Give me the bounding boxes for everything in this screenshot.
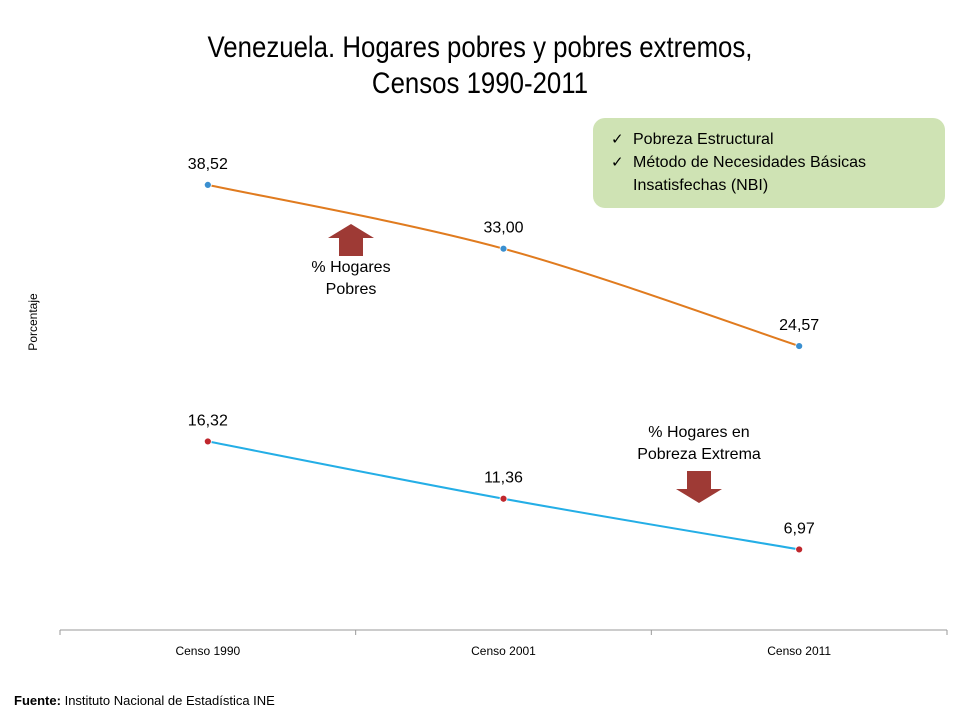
chart-title: Venezuela. Hogares pobres y pobres extre… — [67, 30, 893, 102]
note-box: Pobreza Estructural Método de Necesidade… — [593, 118, 945, 208]
x-tick-label: Censo 1990 — [175, 644, 240, 658]
series-layer: 38,52 33,00 24,57 16,32 11,36 6,97 — [188, 156, 819, 554]
annotation-label: % Hogares Pobres — [311, 259, 390, 298]
data-point — [499, 494, 508, 503]
chart-title-line-2: Censos 1990-2011 — [371, 67, 589, 100]
series-line-1 — [207, 183, 800, 348]
source-text: Instituto Nacional de Estadística INE — [64, 693, 275, 708]
data-point — [203, 180, 212, 189]
chart-title-line-1: Venezuela. Hogares pobres y pobres extre… — [207, 31, 753, 64]
x-tick-label: Censo 2011 — [767, 644, 831, 658]
x-tick-label: Censo 2001 — [471, 644, 536, 658]
data-label: 16,32 — [188, 412, 228, 429]
data-point — [203, 437, 212, 446]
annotation-layer: % Hogares Pobres % Hogares en Pobreza Extre… — [311, 224, 761, 503]
data-label: 33,00 — [483, 220, 523, 237]
source-footer: Fuente: Instituto Nacional de Estadístic… — [14, 693, 275, 708]
note-item-pobreza-estructural: Pobreza Estructural — [611, 128, 935, 151]
data-point — [795, 545, 804, 554]
note-item-metodo-nbi: Método de Necesidades Básicas Insatisfec… — [611, 151, 935, 197]
arrow-up-icon — [328, 224, 374, 256]
arrow-down-icon — [676, 471, 722, 503]
y-axis-label: Porcentaje — [26, 293, 40, 351]
data-point — [499, 244, 508, 253]
x-axis: Censo 1990 Censo 2001 Censo 2011 — [59, 629, 948, 658]
data-label: 38,52 — [188, 156, 228, 173]
data-label: 6,97 — [784, 520, 815, 537]
source-label: Fuente: — [14, 693, 61, 708]
data-label: 11,36 — [484, 470, 523, 487]
data-label: 24,57 — [779, 317, 819, 334]
annotation-label: % Hogares en Pobreza Extrema — [637, 424, 761, 463]
data-point — [795, 342, 804, 350]
